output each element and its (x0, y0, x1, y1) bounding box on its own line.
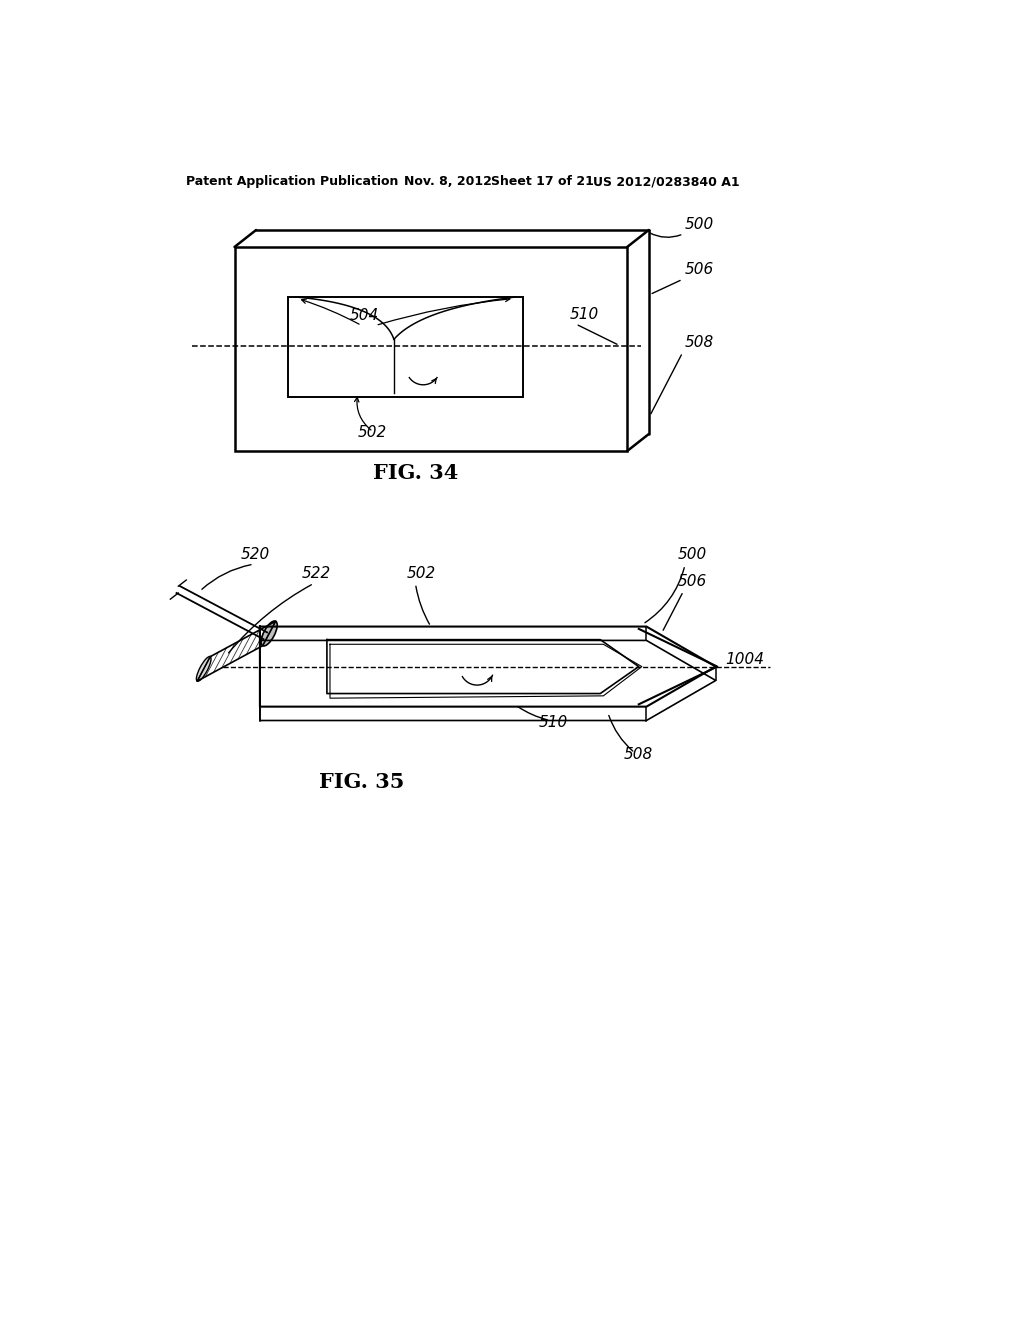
Text: FIG. 34: FIG. 34 (373, 462, 458, 483)
Text: 506: 506 (685, 261, 714, 277)
Text: 522: 522 (301, 566, 331, 581)
Text: 500: 500 (677, 546, 707, 562)
Text: 508: 508 (624, 747, 652, 762)
Text: 520: 520 (241, 546, 270, 562)
Text: 510: 510 (539, 714, 568, 730)
Ellipse shape (261, 620, 278, 645)
Bar (289, 297, 523, 397)
Text: 506: 506 (677, 574, 707, 589)
Text: 502: 502 (357, 425, 387, 440)
Text: FIG. 35: FIG. 35 (318, 772, 404, 792)
Text: 1004: 1004 (725, 652, 764, 668)
Text: Patent Application Publication: Patent Application Publication (186, 176, 398, 187)
Text: 502: 502 (407, 566, 435, 581)
Text: 508: 508 (685, 335, 714, 350)
Text: Sheet 17 of 21: Sheet 17 of 21 (490, 176, 594, 187)
Text: Nov. 8, 2012: Nov. 8, 2012 (403, 176, 492, 187)
Text: 510: 510 (569, 306, 599, 322)
Bar (234, 247, 628, 451)
Text: 504: 504 (350, 308, 379, 323)
Text: 500: 500 (685, 218, 714, 232)
Text: US 2012/0283840 A1: US 2012/0283840 A1 (593, 176, 739, 187)
Ellipse shape (197, 656, 211, 681)
